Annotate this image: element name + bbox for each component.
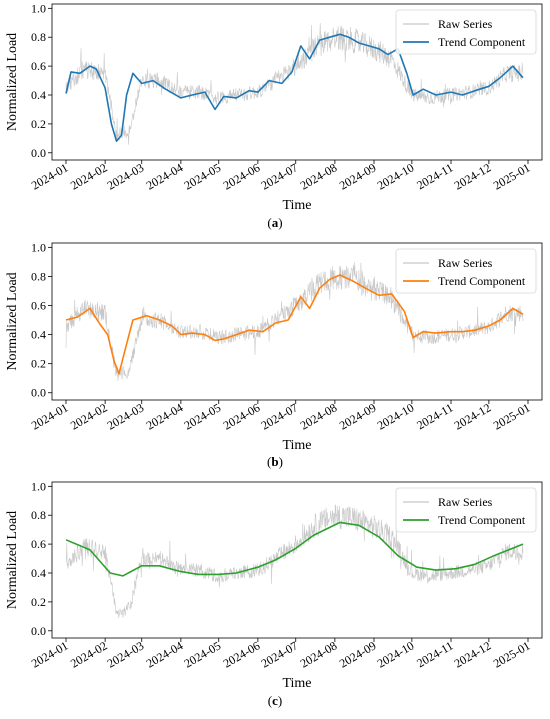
y-tick-label: 0.2	[31, 357, 46, 371]
x-tick-label: 2024-06	[221, 160, 263, 192]
x-tick-label: 2024-02	[68, 638, 110, 670]
x-tick-label: 2024-01	[29, 400, 71, 432]
x-tick-label: 2024-07	[259, 638, 301, 670]
x-tick-label: 2024-12	[452, 638, 494, 670]
legend-trend-label: Trend Component	[438, 35, 526, 49]
chart-panel: 0.00.20.40.60.81.02024-012024-022024-032…	[5, 240, 543, 469]
y-tick-label: 0.4	[31, 328, 46, 342]
trend-component-line	[65, 274, 524, 375]
x-tick-label: 2024-11	[414, 160, 455, 192]
y-tick-label: 0.0	[31, 146, 46, 160]
x-tick-label: 2024-08	[298, 400, 340, 432]
x-tick-label: 2024-04	[144, 160, 186, 192]
x-tick-label: 2024-07	[259, 160, 301, 192]
x-tick-label: 2024-08	[298, 638, 340, 670]
y-tick-label: 0.6	[31, 299, 46, 313]
x-axis-label: Time	[282, 438, 311, 453]
trend-component-line	[65, 521, 524, 577]
y-axis-label: Normalized Load	[5, 33, 20, 131]
y-tick-label: 0.8	[31, 30, 46, 44]
x-tick-label: 2024-11	[414, 400, 455, 432]
x-tick-label: 2024-01	[29, 160, 71, 192]
x-tick-label: 2024-10	[375, 638, 417, 670]
x-tick-label: 2024-03	[105, 638, 147, 670]
x-tick-label: 2024-10	[375, 400, 417, 432]
x-tick-label: 2024-08	[298, 160, 340, 192]
y-tick-label: 0.8	[31, 508, 46, 522]
y-tick-label: 0.2	[31, 595, 46, 609]
raw-series-line	[65, 504, 524, 619]
panel-caption: (b)	[267, 454, 283, 469]
raw-series-line	[65, 262, 524, 381]
y-tick-label: 0.2	[31, 117, 46, 131]
x-tick-label: 2024-09	[337, 638, 379, 670]
y-tick-label: 1.0	[31, 479, 46, 493]
legend-box	[395, 487, 537, 533]
x-tick-label: 2024-09	[337, 160, 379, 192]
x-tick-label: 2025-01	[491, 160, 533, 192]
x-axis-label: Time	[282, 198, 311, 213]
plot-frame	[51, 481, 543, 639]
chart-panel: 0.00.20.40.60.81.02024-012024-022024-032…	[5, 479, 543, 708]
x-tick-label: 2024-06	[221, 400, 263, 432]
plot-frame	[51, 3, 543, 161]
y-tick-label: 1.0	[31, 1, 46, 15]
x-tick-label: 2024-03	[105, 400, 147, 432]
legend-trend-label: Trend Component	[438, 274, 526, 288]
y-axis-label: Normalized Load	[5, 272, 20, 370]
legend-raw-label: Raw Series	[438, 495, 493, 509]
y-tick-label: 0.4	[31, 88, 46, 102]
y-tick-label: 0.4	[31, 566, 46, 580]
x-tick-label: 2024-06	[221, 638, 263, 670]
legend-trend-label: Trend Component	[438, 513, 526, 527]
y-tick-label: 0.8	[31, 269, 46, 283]
x-tick-label: 2024-09	[337, 400, 379, 432]
x-tick-label: 2024-02	[68, 400, 110, 432]
x-tick-label: 2025-01	[491, 638, 533, 670]
y-tick-label: 0.0	[31, 386, 46, 400]
y-axis-label: Normalized Load	[5, 511, 20, 609]
legend-box	[395, 9, 537, 55]
legend-box	[395, 248, 537, 294]
x-tick-label: 2024-01	[29, 638, 71, 670]
x-tick-label: 2024-10	[375, 160, 417, 192]
x-tick-label: 2024-03	[105, 160, 147, 192]
x-tick-label: 2024-05	[182, 400, 224, 432]
panel-caption: (a)	[267, 215, 282, 230]
x-tick-label: 2024-12	[452, 400, 494, 432]
x-tick-label: 2024-05	[182, 160, 224, 192]
x-tick-label: 2024-02	[68, 160, 110, 192]
x-tick-label: 2024-04	[144, 638, 186, 670]
y-tick-label: 0.6	[31, 59, 46, 73]
x-tick-label: 2024-04	[144, 400, 186, 432]
chart-panel: 0.00.20.40.60.81.02024-012024-022024-032…	[5, 1, 543, 230]
y-tick-label: 1.0	[31, 240, 46, 254]
panel-caption: (c)	[268, 693, 282, 708]
y-tick-label: 0.6	[31, 537, 46, 551]
legend-raw-label: Raw Series	[438, 256, 493, 270]
x-tick-label: 2024-12	[452, 160, 494, 192]
y-tick-label: 0.0	[31, 624, 46, 638]
x-axis-label: Time	[282, 676, 311, 691]
x-tick-label: 2025-01	[491, 400, 533, 432]
plot-frame	[51, 242, 543, 401]
x-tick-label: 2024-05	[182, 638, 224, 670]
x-tick-label: 2024-11	[414, 638, 455, 670]
legend-raw-label: Raw Series	[438, 17, 493, 31]
x-tick-label: 2024-07	[259, 400, 301, 432]
trend-component-line	[65, 33, 524, 142]
